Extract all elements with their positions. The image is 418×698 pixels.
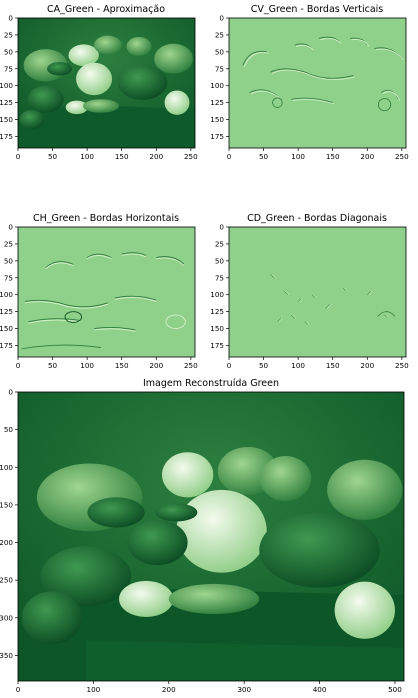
x-tick-label: 100	[80, 361, 94, 370]
x-tick-label: 100	[80, 152, 94, 161]
x-tick-label: 150	[115, 361, 129, 370]
y-tick-label: 75	[4, 273, 13, 282]
x-tick-label: 250	[395, 152, 409, 161]
x-tick-label: 100	[291, 361, 305, 370]
y-tick-label: 75	[4, 64, 13, 73]
recon-ticks: 0 100 200 300 400 500 0 50 100 150 200 250 300 350	[0, 388, 402, 695]
y-tick-label: 50	[215, 47, 225, 56]
y-tick-label: 100	[0, 290, 13, 299]
y-tick-label: 125	[0, 98, 13, 107]
y-tick-label: 300	[0, 613, 13, 622]
x-tick-label: 500	[388, 685, 402, 694]
y-tick-label: 25	[4, 30, 13, 39]
x-tick-label: 150	[326, 361, 340, 370]
y-tick-label: 175	[0, 341, 13, 350]
recon-image	[18, 392, 404, 681]
cd-panel: CD_Green - Bordas Diagonais 0 50 100 150 200…	[210, 213, 409, 370]
x-tick-label: 100	[291, 152, 305, 161]
y-tick-label: 25	[215, 239, 224, 248]
y-tick-label: 175	[210, 341, 224, 350]
y-tick-label: 50	[4, 256, 14, 265]
y-tick-label: 0	[8, 388, 13, 397]
x-tick-label: 50	[48, 361, 58, 370]
y-tick-label: 0	[219, 14, 224, 23]
y-tick-label: 350	[0, 651, 13, 660]
x-tick-label: 200	[360, 152, 374, 161]
y-tick-label: 125	[210, 307, 224, 316]
x-tick-label: 150	[115, 152, 129, 161]
y-tick-label: 100	[0, 463, 13, 472]
x-tick-label: 50	[259, 152, 269, 161]
y-tick-label: 0	[219, 223, 224, 232]
y-tick-label: 150	[0, 324, 13, 333]
x-tick-label: 200	[149, 152, 163, 161]
y-tick-label: 50	[4, 47, 14, 56]
x-tick-label: 0	[16, 152, 21, 161]
x-tick-label: 0	[227, 152, 232, 161]
y-tick-label: 150	[0, 115, 13, 124]
recon-title: Imagem Reconstruída Green	[143, 378, 279, 389]
x-tick-label: 250	[184, 152, 198, 161]
recon-panel: Imagem Reconstruída Green 0 100 200 300 400 5…	[0, 378, 405, 695]
y-tick-label: 25	[215, 30, 224, 39]
ca-image	[18, 18, 195, 148]
y-tick-label: 75	[215, 64, 224, 73]
y-tick-label: 75	[215, 273, 224, 282]
cv-ticks: 0 50 100 150 200 250 0 25 50 75 100 125 150 175	[210, 14, 409, 162]
y-tick-label: 100	[210, 81, 224, 90]
ca-title: CA_Green - Aproximação	[47, 4, 165, 15]
ch-panel: CH_Green - Bordas Horizontais 0 50 100 150 2…	[0, 213, 198, 370]
x-tick-label: 300	[237, 685, 251, 694]
ch-ticks: 0 50 100 150 200 250 0 25 50 75 100 125 150 175	[0, 223, 198, 371]
y-tick-label: 200	[0, 538, 13, 547]
x-tick-label: 100	[87, 685, 101, 694]
cd-title: CD_Green - Bordas Diagonais	[247, 213, 387, 224]
y-tick-label: 0	[8, 14, 13, 23]
x-tick-label: 50	[259, 361, 269, 370]
y-tick-label: 25	[4, 239, 13, 248]
ca-panel: CA_Green - Aproximação 0 50 100 150 200 250 0 2…	[0, 4, 198, 161]
ch-image	[18, 227, 195, 357]
y-tick-label: 50	[215, 256, 225, 265]
x-tick-label: 150	[326, 152, 340, 161]
cv-image	[229, 18, 406, 148]
x-tick-label: 250	[395, 361, 409, 370]
x-tick-label: 0	[227, 361, 232, 370]
cv-panel: CV_Green - Bordas Verticais 0 50 100 150 200…	[210, 4, 409, 161]
x-tick-label: 200	[149, 361, 163, 370]
y-tick-label: 0	[8, 223, 13, 232]
y-tick-label: 125	[0, 307, 13, 316]
y-tick-label: 250	[0, 576, 13, 585]
y-tick-label: 100	[210, 290, 224, 299]
x-tick-label: 0	[16, 685, 21, 694]
x-tick-label: 200	[162, 685, 176, 694]
cv-title: CV_Green - Bordas Verticais	[251, 4, 384, 15]
ch-title: CH_Green - Bordas Horizontais	[33, 213, 179, 224]
y-tick-label: 125	[210, 98, 224, 107]
cd-ticks: 0 50 100 150 200 250 0 25 50 75 100 125 150 175	[210, 223, 409, 371]
y-tick-label: 150	[210, 324, 224, 333]
y-tick-label: 150	[0, 500, 13, 509]
x-tick-label: 250	[184, 361, 198, 370]
y-tick-label: 175	[0, 132, 13, 141]
y-tick-label: 150	[210, 115, 224, 124]
y-tick-label: 50	[4, 425, 14, 434]
y-tick-label: 175	[210, 132, 224, 141]
cd-image	[229, 227, 406, 357]
x-tick-label: 200	[360, 361, 374, 370]
x-tick-label: 50	[48, 152, 58, 161]
y-tick-label: 100	[0, 81, 13, 90]
x-tick-label: 400	[313, 685, 327, 694]
ca-ticks: 0 50 100 150 200 250 0 25 50 75 100 125 150 175	[0, 14, 198, 162]
x-tick-label: 0	[16, 361, 21, 370]
